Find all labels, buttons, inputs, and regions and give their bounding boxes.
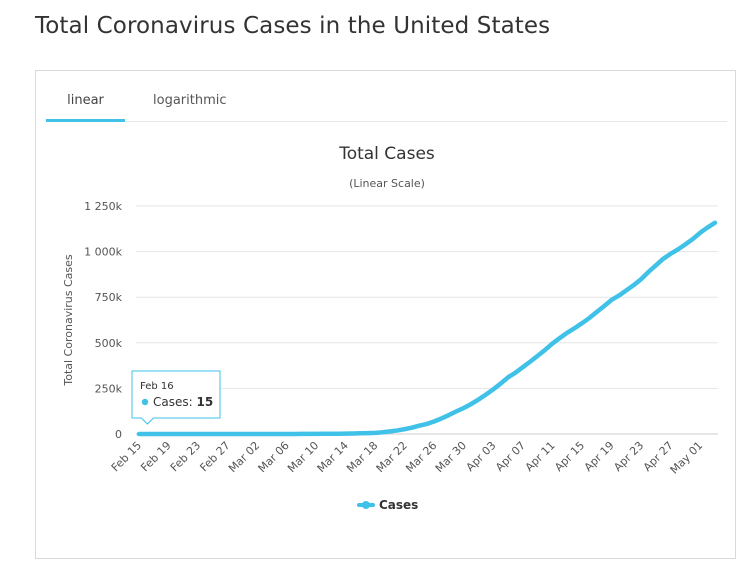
y-tick-label: 1 250k	[84, 200, 122, 213]
x-tick-label: Apr 07	[493, 439, 528, 474]
legend-marker-cases	[362, 501, 370, 509]
x-tick-label: Apr 23	[611, 439, 646, 474]
chart-title: Total Cases	[338, 144, 435, 164]
x-tick-label: Apr 19	[582, 439, 617, 474]
tooltip-series-name: Cases	[153, 395, 189, 409]
x-tick-label: Feb 19	[138, 439, 173, 474]
tooltip-series-label: Cases: 15	[153, 395, 213, 409]
x-tick-label: Mar 14	[315, 439, 351, 475]
scale-tabs: linear logarithmic	[46, 89, 727, 122]
page-title: Total Coronavirus Cases in the United St…	[35, 13, 551, 39]
tooltip-value: 15	[196, 395, 213, 409]
legend-label-cases: Cases	[379, 498, 418, 512]
x-tick-label: Apr 11	[523, 439, 558, 474]
tooltip-colon: :	[189, 395, 197, 409]
x-tick-label: Mar 10	[285, 439, 321, 475]
chart-panel: linear logarithmic	[35, 70, 736, 559]
series-layer	[136, 220, 718, 437]
x-tick-label: Feb 27	[197, 439, 232, 474]
grid-lines	[136, 205, 718, 435]
x-tick-label: Mar 02	[226, 439, 262, 475]
y-tick-label: 0	[115, 428, 122, 441]
x-tick-label: Apr 03	[464, 439, 499, 474]
y-tick-label: 500k	[95, 337, 123, 350]
tooltip-box	[131, 370, 221, 425]
x-tick-label: Mar 26	[403, 439, 439, 475]
y-axis-ticks: 0 250k 500k 750k 1 000k 1 250k	[84, 200, 122, 441]
legend[interactable]: Cases	[357, 498, 418, 512]
x-tick-label: Feb 23	[168, 439, 203, 474]
tooltip: Feb 16 Cases: 15	[131, 370, 221, 425]
tooltip-marker	[141, 398, 149, 406]
chart-subtitle: (Linear Scale)	[349, 177, 425, 190]
x-tick-label: Mar 18	[344, 439, 380, 475]
x-tick-label: Mar 06	[256, 439, 292, 475]
x-tick-label: Mar 22	[374, 439, 410, 475]
x-tick-label: May 01	[668, 439, 706, 477]
x-tick-label: Mar 30	[433, 439, 469, 475]
x-tick-label: Apr 15	[552, 439, 587, 474]
y-axis-label: Total Coronavirus Cases	[62, 254, 75, 387]
y-tick-label: 750k	[95, 291, 123, 304]
active-tab-indicator	[46, 119, 125, 122]
tab-logarithmic[interactable]: logarithmic	[153, 93, 227, 108]
tooltip-date: Feb 16	[140, 381, 174, 392]
series-line-cases[interactable]	[136, 220, 718, 437]
y-tick-label: 1 000k	[84, 246, 122, 259]
tab-linear[interactable]: linear	[67, 93, 104, 108]
x-tick-label: Feb 15	[109, 439, 144, 474]
y-tick-label: 250k	[95, 382, 123, 395]
